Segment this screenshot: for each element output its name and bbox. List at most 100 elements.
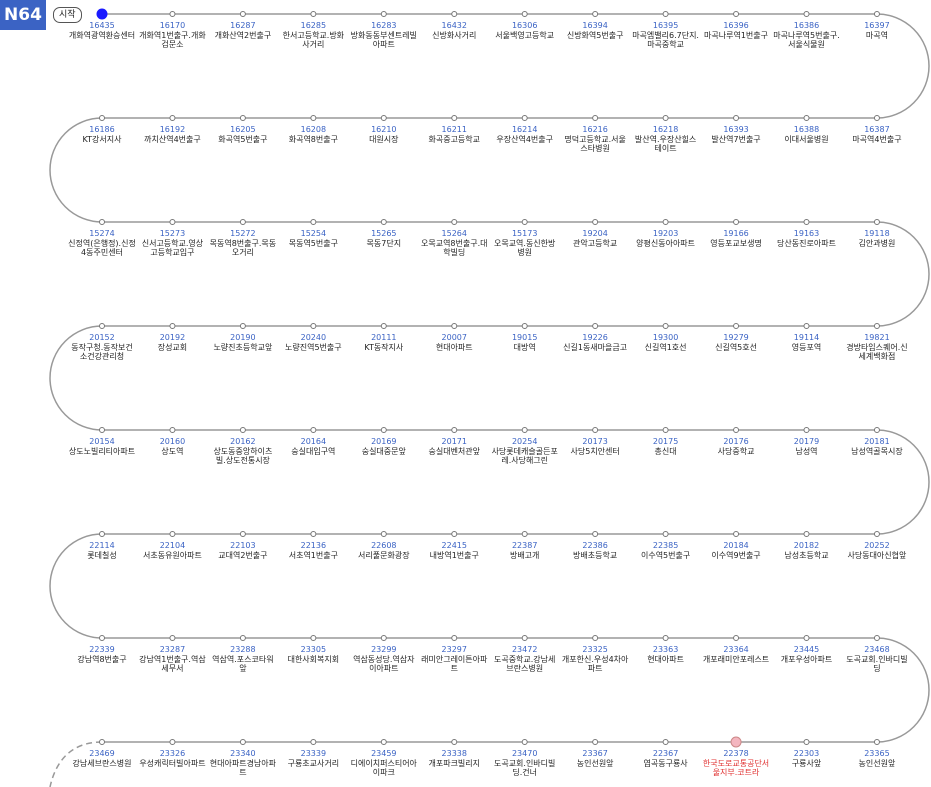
- stop[interactable]: 23340 현대아파트경남아파트: [209, 749, 277, 778]
- stop[interactable]: 22114 롯데칠성: [68, 541, 136, 560]
- stop[interactable]: 16205 화곡역5번출구: [209, 125, 277, 144]
- stop[interactable]: 20111 KT동작지사: [350, 333, 418, 352]
- stop[interactable]: 19279 신길역5호선: [702, 333, 770, 352]
- stop[interactable]: 23339 구룡초교사거리: [279, 749, 347, 768]
- stop[interactable]: 16210 대원시장: [350, 125, 418, 144]
- stop[interactable]: 22103 교대역2번출구: [209, 541, 277, 560]
- stop[interactable]: 16396 마곡나루역1번출구: [702, 21, 770, 40]
- stop[interactable]: 20007 현대아파트: [420, 333, 488, 352]
- stop[interactable]: 19300 신길역1호선: [632, 333, 700, 352]
- stop[interactable]: 22367 염곡동구룡사: [632, 749, 700, 768]
- stop[interactable]: 23326 우성캐릭터빌아파트: [138, 749, 206, 768]
- stop[interactable]: 19821 경방타임스퀘어.신세계백화점: [843, 333, 911, 362]
- stop[interactable]: 16387 마곡역4번출구: [843, 125, 911, 144]
- stop[interactable]: 15273 신서고등학교.영상고등학교입구: [138, 229, 206, 258]
- stop[interactable]: 20173 사당5치안센터: [561, 437, 629, 456]
- stop[interactable]: 23364 개포래미안포레스트: [702, 645, 770, 664]
- stop[interactable]: 22415 내방역1번출구: [420, 541, 488, 560]
- stop[interactable]: 16208 화곡역8번출구: [279, 125, 347, 144]
- stop[interactable]: 15274 신정역(은행정).신정4동주민센터: [68, 229, 136, 258]
- stop[interactable]: 22339 강남역8번출구: [68, 645, 136, 664]
- stop[interactable]: 16218 발산역.우장산힐스테이트: [632, 125, 700, 154]
- stop[interactable]: 23297 래미안그레이튼아파트: [420, 645, 488, 674]
- stop[interactable]: 23365 농인선원앞: [843, 749, 911, 768]
- stop[interactable]: 16388 이대서울병원: [773, 125, 841, 144]
- stop[interactable]: 23470 도곡교회.인바디빌딩.건너: [491, 749, 559, 778]
- stop[interactable]: 22378 한국도로교통공단서울지부.코트라: [702, 749, 770, 778]
- stop[interactable]: 16186 KT강서지사: [68, 125, 136, 144]
- stop[interactable]: 16397 마곡역: [843, 21, 911, 40]
- stop[interactable]: 16211 화곡중고등학교: [420, 125, 488, 144]
- stop[interactable]: 19204 관악고등학교: [561, 229, 629, 248]
- stop[interactable]: 16386 마곡나루역5번출구.서울식물원: [773, 21, 841, 50]
- stop[interactable]: 15264 오목교역8번출구.대학빌딩: [420, 229, 488, 258]
- stop-id: 15272: [230, 229, 256, 238]
- stop[interactable]: 23363 현대아파트: [632, 645, 700, 664]
- stop[interactable]: 16283 방화동동부센트레빌아파트: [350, 21, 418, 50]
- stop[interactable]: 19203 양평신동아아파트: [632, 229, 700, 248]
- stop[interactable]: 22104 서초동유원아파트: [138, 541, 206, 560]
- stop[interactable]: 23338 개포파크빌리지: [420, 749, 488, 768]
- stop[interactable]: 22303 구룡사앞: [773, 749, 841, 768]
- stop[interactable]: 20152 동작구청.동작보건소건강관리청: [68, 333, 136, 362]
- stop[interactable]: 19015 대방역: [491, 333, 559, 352]
- stop[interactable]: 15265 목동7단지: [350, 229, 418, 248]
- stop[interactable]: 22608 서리풀문화광장: [350, 541, 418, 560]
- stop[interactable]: 23325 개포한신.우성4차아파트: [561, 645, 629, 674]
- stop[interactable]: 23287 강남역1번출구.역삼세무서: [138, 645, 206, 674]
- stop[interactable]: 22387 방배고개: [491, 541, 559, 560]
- stop[interactable]: 23305 대한사회복지회: [279, 645, 347, 664]
- stop[interactable]: 19166 영등포교보생명: [702, 229, 770, 248]
- stop[interactable]: 20254 사당롯데캐슬골든포레.사당해그린: [491, 437, 559, 466]
- stop[interactable]: 23472 도곡중학교.강남세브란스병원: [491, 645, 559, 674]
- stop[interactable]: 23469 강남세브란스병원: [68, 749, 136, 768]
- stop[interactable]: 23367 농인선원앞: [561, 749, 629, 768]
- stop[interactable]: 20171 숭실대벤처관앞: [420, 437, 488, 456]
- stop[interactable]: 20182 남성초등학교: [773, 541, 841, 560]
- stop-id: 23325: [582, 645, 608, 654]
- stop[interactable]: 16216 명덕고등학교.서울스타병원: [561, 125, 629, 154]
- stop[interactable]: 20252 사당동대아신협앞: [843, 541, 911, 560]
- stop[interactable]: 16432 신방화사거리: [420, 21, 488, 40]
- stop[interactable]: 19226 신길1동새마을금고: [561, 333, 629, 352]
- stop[interactable]: 23299 역삼동성당.역삼자이아파트: [350, 645, 418, 674]
- stop[interactable]: 16170 개화역1번출구.개화검문소: [138, 21, 206, 50]
- stop[interactable]: 15173 오목교역.동신한방병원: [491, 229, 559, 258]
- stop[interactable]: 23288 역삼역.포스코타워앞: [209, 645, 277, 674]
- stop[interactable]: 16306 서울백영고등학교: [491, 21, 559, 40]
- stop[interactable]: 20164 숭실대입구역: [279, 437, 347, 456]
- stop[interactable]: 16214 우장산역4번출구: [491, 125, 559, 144]
- stop[interactable]: 22385 이수역5번출구: [632, 541, 700, 560]
- stop[interactable]: 22386 방배초등학교: [561, 541, 629, 560]
- stop[interactable]: 20240 노량진역5번출구: [279, 333, 347, 352]
- stop[interactable]: 20179 남성역: [773, 437, 841, 456]
- stop[interactable]: 20169 숭실대중문앞: [350, 437, 418, 456]
- stop-id: 19226: [582, 333, 608, 342]
- stop[interactable]: 16192 까치산역4번출구: [138, 125, 206, 144]
- stop[interactable]: 20184 이수역9번출구: [702, 541, 770, 560]
- stop[interactable]: 20176 사당중학교: [702, 437, 770, 456]
- stop[interactable]: 23468 도곡교회.인바디빌딩: [843, 645, 911, 674]
- stop[interactable]: 22136 서초역1번출구: [279, 541, 347, 560]
- stop-dot: [873, 739, 880, 745]
- stop[interactable]: 15272 목동역8번출구.목동오거리: [209, 229, 277, 258]
- stop[interactable]: 20154 상도노빌리티아파트: [68, 437, 136, 456]
- stop[interactable]: 19163 당산동진로아파트: [773, 229, 841, 248]
- stop[interactable]: 16285 한서고등학교.방화사거리: [279, 21, 347, 50]
- stop[interactable]: 20175 총신대: [632, 437, 700, 456]
- stop[interactable]: 19118 김안과병원: [843, 229, 911, 248]
- stop[interactable]: 16287 개화산역2번출구: [209, 21, 277, 40]
- stop[interactable]: 20181 남성역골목시장: [843, 437, 911, 456]
- stop[interactable]: 16393 발산역7번출구: [702, 125, 770, 144]
- stop[interactable]: 16394 신방화역5번출구: [561, 21, 629, 40]
- stop[interactable]: 15254 목동역5번출구: [279, 229, 347, 248]
- stop[interactable]: 20160 상도역: [138, 437, 206, 456]
- stop[interactable]: 19114 영등포역: [773, 333, 841, 352]
- stop[interactable]: 20190 노량진초등학교앞: [209, 333, 277, 352]
- stop[interactable]: 23459 디에이치퍼스티어아이파크: [350, 749, 418, 778]
- stop[interactable]: 20162 상도동중앙하이츠빌.상도전통시장: [209, 437, 277, 466]
- stop[interactable]: 16395 마곡엠밸리6.7단지.마곡중학교: [632, 21, 700, 50]
- stop[interactable]: 20192 장성교회: [138, 333, 206, 352]
- stop[interactable]: 16435 개화역광역환승센터: [68, 21, 136, 40]
- stop[interactable]: 23445 개포우성아파트: [773, 645, 841, 664]
